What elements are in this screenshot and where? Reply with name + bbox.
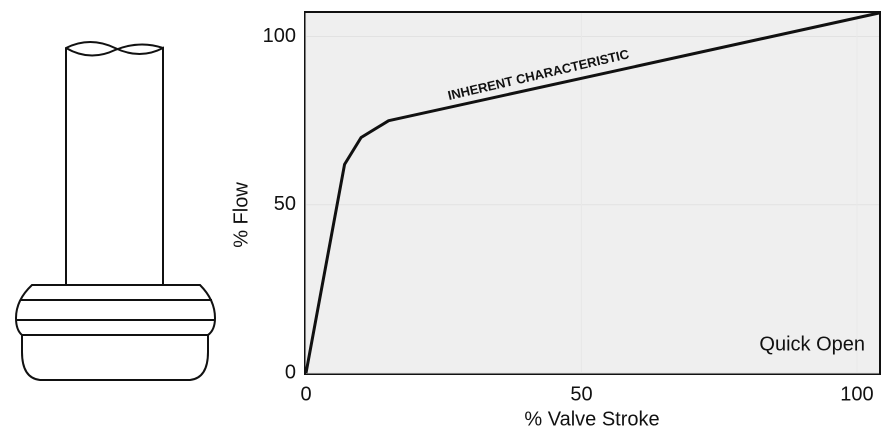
series-label: Quick Open (759, 333, 865, 355)
line (304, 11, 880, 374)
y-axis-label: % Flow (230, 182, 252, 248)
x-axis-label: % Valve Stroke (524, 408, 659, 430)
y-tick-label: 100 (263, 25, 296, 47)
plot-background (304, 11, 881, 375)
x-tick-label: 100 (840, 383, 873, 405)
y-tick-label: 50 (274, 193, 296, 215)
valve-plug-drawing (14, 41, 217, 381)
y-tick-label: 0 (285, 361, 296, 383)
x-tick-label: 50 (570, 383, 592, 405)
x-tick-label: 0 (300, 383, 311, 405)
